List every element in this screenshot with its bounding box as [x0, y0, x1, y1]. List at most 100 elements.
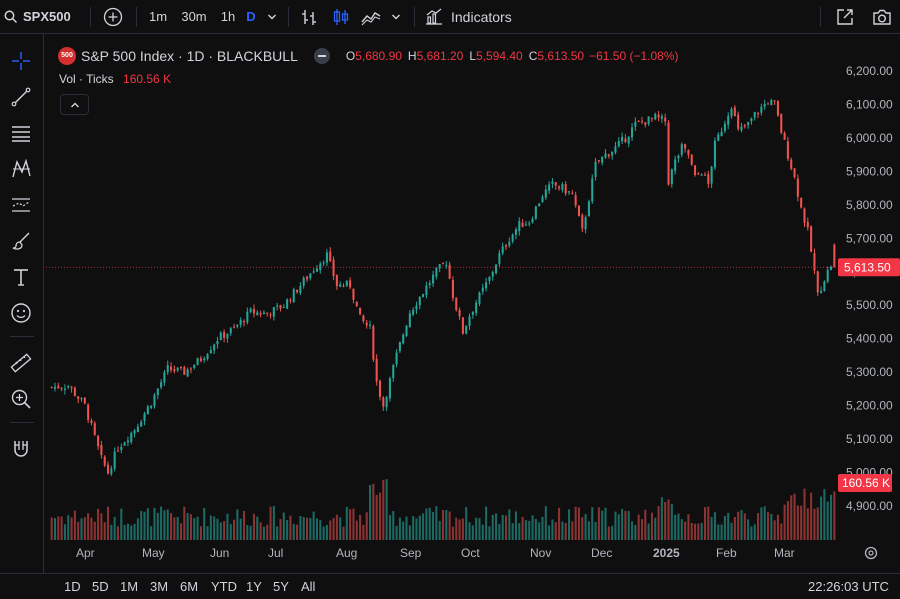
- volume-bar: [146, 508, 149, 540]
- snapshot-share-button[interactable]: [832, 0, 858, 33]
- range-1y[interactable]: 1Y: [246, 579, 262, 594]
- trend-line-tool[interactable]: [6, 82, 36, 112]
- candle-body: [199, 358, 202, 361]
- volume-bar: [700, 522, 703, 540]
- candle-body: [282, 306, 285, 308]
- volume-bar: [723, 515, 726, 540]
- volume-bar: [747, 519, 750, 540]
- volume-legend-label[interactable]: Vol · Ticks: [59, 72, 114, 86]
- text-tool[interactable]: [6, 262, 36, 292]
- symbol-legend: 500 S&P 500 Index · 1D · BLACKBULL O5,68…: [58, 46, 679, 66]
- volume-bar: [203, 507, 206, 540]
- time-tick-label: Mar: [774, 546, 795, 560]
- volume-bar: [246, 524, 249, 540]
- candle-body: [833, 244, 836, 268]
- candle-body: [650, 117, 653, 119]
- candle-body: [233, 326, 236, 328]
- volume-bar: [727, 512, 730, 540]
- volume-bar: [690, 523, 693, 540]
- candle-body: [790, 159, 793, 169]
- volume-bar: [63, 524, 66, 540]
- range-all[interactable]: All: [301, 579, 316, 594]
- candle-body: [538, 203, 541, 207]
- candle-body: [312, 271, 315, 273]
- candles-button[interactable]: [328, 0, 354, 33]
- bar-style-button[interactable]: [296, 0, 322, 33]
- forecast-tool[interactable]: [6, 190, 36, 220]
- volume-bar: [107, 506, 110, 540]
- volume-bar: [733, 516, 736, 540]
- indicators-button[interactable]: Indicators: [424, 0, 518, 33]
- fib-tool[interactable]: [6, 118, 36, 148]
- volume-bar: [488, 526, 491, 540]
- ruler-icon: [10, 353, 32, 373]
- chart-type-dropdown[interactable]: [388, 0, 404, 33]
- screenshot-button[interactable]: [868, 0, 896, 33]
- time-tick-label: Feb: [716, 546, 737, 560]
- volume-bar: [640, 519, 644, 540]
- hide-legend-icon[interactable]: [313, 48, 330, 64]
- interval-30m[interactable]: 30m: [178, 0, 210, 33]
- candle-body: [614, 146, 617, 153]
- volume-bar: [256, 516, 259, 540]
- candle-body: [813, 253, 816, 271]
- volume-bar: [607, 526, 610, 540]
- candle-body: [372, 325, 375, 360]
- area-style-button[interactable]: [358, 0, 384, 33]
- price-tick-label: 6,000.00: [846, 131, 893, 145]
- utc-clock[interactable]: 22:26:03 UTC: [808, 579, 889, 594]
- interval-d[interactable]: D: [244, 0, 258, 33]
- axis-settings-icon[interactable]: [864, 546, 878, 560]
- volume-bar: [508, 509, 511, 540]
- symbol-title[interactable]: S&P 500 Index · 1D · BLACKBULL: [81, 48, 298, 64]
- measure-tool[interactable]: [6, 348, 36, 378]
- plus-circle-icon: [103, 7, 123, 26]
- candle-body: [242, 321, 246, 323]
- price-chart[interactable]: 6,200.00 6,100.00 6,000.00 5,900.00 5,800.00…: [46, 38, 900, 573]
- volume-bar: [564, 522, 567, 540]
- range-1m[interactable]: 1M: [120, 579, 139, 594]
- zoom-tool[interactable]: [6, 384, 36, 414]
- candle-body: [226, 333, 229, 339]
- range-1d[interactable]: 1D: [64, 579, 81, 594]
- range-6m[interactable]: 6M: [180, 579, 199, 594]
- volume-bar: [60, 516, 63, 540]
- interval-1h[interactable]: 1h: [216, 0, 240, 33]
- candle-body: [501, 246, 504, 254]
- candle-body: [193, 365, 196, 369]
- emoji-tool[interactable]: [6, 298, 36, 328]
- interval-d-label: D: [246, 9, 256, 24]
- interval-dropdown[interactable]: [264, 0, 280, 33]
- interval-1m[interactable]: 1m: [146, 0, 170, 33]
- symbol-search[interactable]: SPX500: [4, 0, 84, 33]
- brush-tool[interactable]: [6, 226, 36, 256]
- volume-bar: [359, 514, 362, 540]
- zoom-in-icon: [11, 389, 31, 409]
- volume-bar: [296, 524, 299, 540]
- compare-button[interactable]: [100, 0, 126, 33]
- indicators-label: Indicators: [451, 8, 512, 25]
- candle-body: [491, 272, 494, 277]
- range-3m[interactable]: 3M: [150, 579, 169, 594]
- candle-body: [551, 181, 554, 184]
- volume-bar: [402, 521, 405, 540]
- volume-bar: [57, 516, 60, 540]
- magnet-tool[interactable]: [6, 434, 36, 464]
- chevron-up-icon: [70, 102, 79, 107]
- interval-1m-label: 1m: [148, 9, 168, 24]
- price-tick-label: 6,100.00: [846, 97, 893, 111]
- time-tick-label: 2025: [653, 546, 680, 560]
- volume-bar: [637, 514, 640, 540]
- pattern-tool[interactable]: [6, 154, 36, 184]
- time-tick-label: Aug: [336, 546, 357, 560]
- candle-body: [166, 365, 169, 372]
- volume-bar: [170, 513, 173, 540]
- volume-bar: [392, 511, 395, 540]
- volume-bar: [740, 510, 743, 540]
- range-ytd[interactable]: YTD: [211, 579, 237, 594]
- range-5d[interactable]: 5D: [92, 579, 109, 594]
- range-5y[interactable]: 5Y: [273, 579, 289, 594]
- crosshair-tool[interactable]: [6, 46, 36, 76]
- collapse-legend-button[interactable]: [60, 94, 89, 115]
- candles: [50, 98, 836, 477]
